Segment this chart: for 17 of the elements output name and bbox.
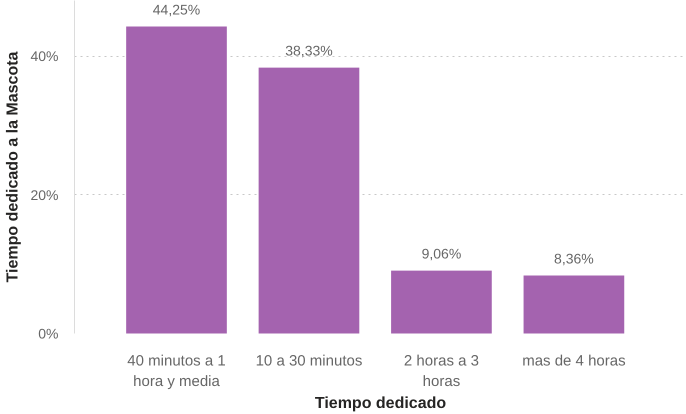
x-tick-label: 10 a 30 minutos [256,352,362,370]
data-label: 9,06% [422,246,462,262]
x-tick-label: 40 minutos a 1 hora y media [127,352,226,390]
y-axis-title: Tiempo dedicado a la Mascota [4,51,22,282]
y-tick-label: 40% [30,48,59,64]
y-tick-label: 20% [30,186,59,203]
y-tick-label: 0% [38,326,58,342]
data-label: 44,25% [152,2,200,18]
bar [524,276,624,334]
bar [126,26,227,334]
data-label: 38,33% [285,42,333,59]
x-axis-title: Tiempo dedicado [314,394,446,412]
x-tick-label: 2 horas a 3 horas [404,352,479,390]
data-label: 8,36% [554,250,594,267]
bar [258,68,360,334]
bar [391,270,492,334]
x-tick-label: mas de 4 horas [522,352,626,370]
